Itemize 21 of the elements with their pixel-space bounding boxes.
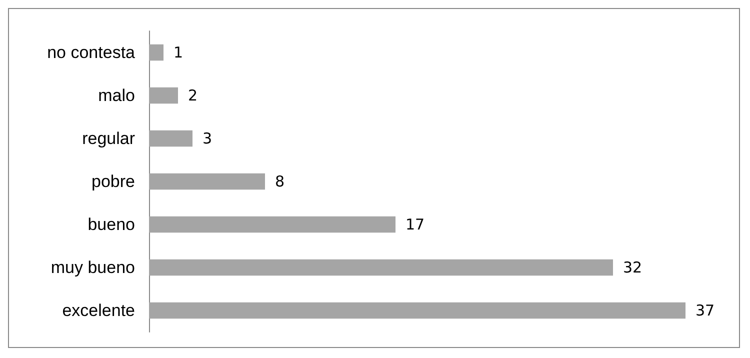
y-tick-label: pobre (92, 172, 135, 191)
data-label: 2 (188, 86, 198, 104)
y-tick-label: bueno (88, 215, 135, 234)
y-tick-label: no contesta (47, 43, 136, 62)
y-tick-label: muy bueno (50, 258, 135, 277)
data-label: 32 (623, 258, 642, 276)
bar (149, 87, 178, 104)
bar (149, 259, 613, 276)
bar (149, 44, 164, 61)
data-label: 1 (174, 44, 184, 62)
y-tick-label: excelente (62, 301, 135, 320)
data-label: 3 (202, 130, 212, 148)
y-tick-label: regular (82, 129, 136, 148)
bar (149, 302, 686, 319)
data-label: 37 (696, 302, 715, 320)
bar (149, 130, 192, 147)
bar (149, 216, 396, 233)
data-label: 8 (275, 172, 285, 190)
bar (149, 173, 265, 190)
data-label: 17 (406, 216, 425, 234)
y-tick-label: malo (98, 86, 135, 105)
